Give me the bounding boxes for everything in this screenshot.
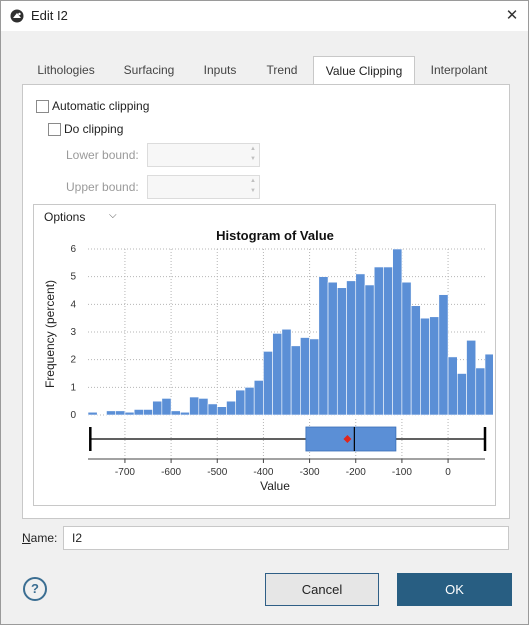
histogram-bar (401, 281, 412, 416)
histogram-bar (253, 380, 264, 416)
histogram-bar (87, 411, 98, 416)
histogram-bar (263, 351, 273, 416)
name-label: Name: (22, 531, 57, 545)
histogram-bar (180, 411, 190, 416)
y-tick-label: 6 (70, 244, 76, 255)
close-icon[interactable]: ✕ (505, 7, 519, 24)
histogram-bar (244, 387, 255, 416)
histogram-bar (447, 356, 458, 416)
histogram-bar (429, 316, 440, 416)
value-clipping-panel: Automatic clipping Do clipping Lower bou… (22, 84, 510, 519)
tab-surfacing[interactable]: Surfacing (123, 63, 175, 77)
automatic-clipping-checkbox[interactable] (36, 100, 49, 113)
x-tick-label: -200 (346, 467, 366, 478)
tab-lithologies[interactable]: Lithologies (37, 63, 95, 77)
histogram-bar (207, 403, 218, 416)
name-input[interactable]: I2 (63, 526, 509, 550)
histogram-bar (300, 337, 310, 416)
histogram-bar (143, 409, 153, 416)
histogram-bar (115, 410, 126, 416)
histogram-bar (373, 266, 384, 416)
tab-interpolant[interactable]: Interpolant (430, 63, 488, 77)
histogram-bar (392, 248, 403, 416)
x-tick-label: -400 (253, 467, 273, 478)
lower-bound-label: Lower bound: (66, 148, 139, 162)
title-bar: Edit I2 ✕ (1, 1, 528, 31)
histogram-bar (161, 398, 172, 416)
y-tick-label: 5 (70, 272, 76, 283)
x-tick-label: 0 (445, 467, 451, 478)
histogram-bar (226, 400, 237, 416)
histogram-bar (309, 338, 320, 416)
histogram-bar (189, 396, 200, 416)
histogram-bar (106, 410, 116, 416)
histogram-bar (152, 400, 163, 416)
spin-down-icon: ▼ (250, 188, 256, 194)
histogram-bar (475, 367, 486, 416)
histogram-bar (346, 280, 357, 416)
histogram-bar (290, 345, 301, 416)
histogram-bar (318, 276, 329, 416)
histogram-bar (272, 333, 283, 416)
boxplot-mean-marker (343, 435, 352, 443)
histogram-bar (124, 411, 135, 416)
y-tick-label: 2 (70, 355, 76, 366)
histogram-bar (133, 409, 144, 416)
do-clipping-checkbox[interactable] (48, 123, 61, 136)
y-tick-label: 0 (70, 410, 76, 421)
options-menu[interactable]: Options (44, 210, 86, 224)
histogram-bar (281, 328, 292, 416)
ok-button[interactable]: OK (397, 573, 512, 606)
histogram-chart: -700 -600 -500 -400 -300 -200 -100 0 6 5 4 3 2 1 0 Hi… (43, 228, 493, 493)
histogram-bar (457, 373, 467, 416)
name-label-accel: N (22, 531, 31, 545)
histogram-bar (355, 273, 366, 416)
spin-down-icon: ▼ (250, 156, 256, 162)
chart-title: Histogram of Value (216, 228, 334, 243)
cancel-button[interactable]: Cancel (265, 573, 379, 606)
x-tick-label: -100 (392, 467, 412, 478)
histogram-bar (420, 317, 430, 416)
histogram-bar (484, 353, 493, 416)
lower-bound-field: ▲ ▼ (147, 143, 260, 167)
histogram-bar (438, 294, 449, 416)
histogram-bar (364, 284, 375, 416)
histogram-box: Options ⌵ -700 -600 -500 -400 -300 -200 -100 0 … (33, 204, 496, 506)
histogram-bar (466, 340, 477, 416)
y-tick-label: 3 (70, 327, 76, 338)
histogram-bar (383, 266, 393, 416)
x-tick-label: -500 (207, 467, 227, 478)
histogram-bar (235, 389, 246, 416)
x-axis-label: Value (260, 479, 290, 493)
histogram-bar (170, 410, 181, 416)
histogram-bar (327, 281, 338, 416)
x-tick-label: -300 (300, 467, 320, 478)
histogram-bar (336, 287, 347, 416)
x-tick-label: -700 (115, 467, 135, 478)
upper-bound-label: Upper bound: (66, 180, 139, 194)
automatic-clipping-label[interactable]: Automatic clipping (52, 99, 150, 113)
window-title: Edit I2 (31, 8, 68, 23)
tab-inputs[interactable]: Inputs (203, 63, 237, 77)
histogram-bar (198, 398, 209, 416)
tab-trend[interactable]: Trend (266, 63, 298, 77)
spin-up-icon: ▲ (250, 178, 256, 184)
histogram-bar (410, 305, 421, 416)
y-tick-label: 4 (70, 299, 76, 310)
chevron-down-icon[interactable]: ⌵ (109, 210, 117, 221)
help-icon[interactable]: ? (23, 577, 47, 601)
spin-up-icon: ▲ (250, 146, 256, 152)
x-tick-label: -600 (161, 467, 181, 478)
y-tick-label: 1 (70, 382, 76, 393)
do-clipping-label[interactable]: Do clipping (64, 122, 124, 136)
histogram-bar (216, 406, 227, 416)
y-axis-label: Frequency (percent) (43, 280, 57, 388)
leapfrog-app-icon (10, 9, 24, 23)
tab-value-clipping[interactable]: Value Clipping (313, 56, 415, 86)
name-label-rest: ame: (30, 531, 58, 545)
name-input-value: I2 (72, 531, 83, 545)
upper-bound-field: ▲ ▼ (147, 175, 260, 199)
